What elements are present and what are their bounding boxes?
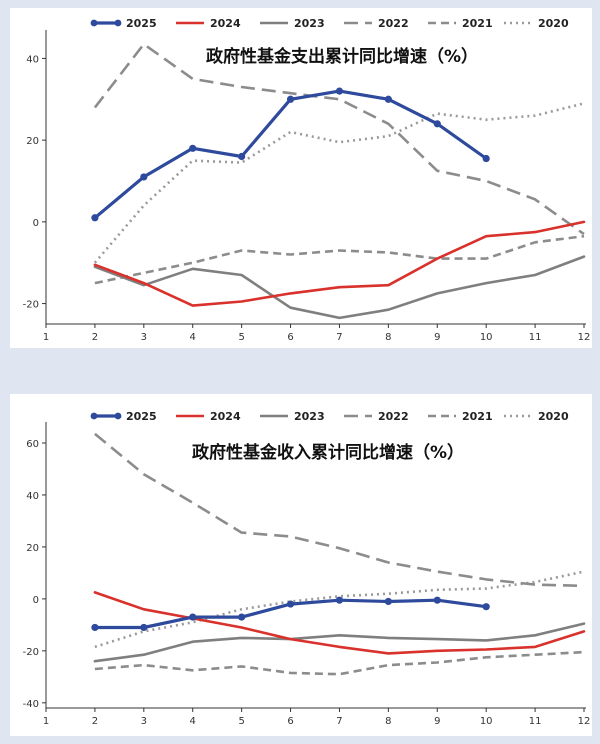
- legend-label-2025: 2025: [126, 410, 157, 423]
- data-point-2025: [286, 600, 295, 608]
- x-tick-label: 11: [529, 716, 542, 727]
- legend-label-2023: 2023: [294, 17, 325, 30]
- y-tick-label: 0: [33, 218, 39, 229]
- chart-panel-revenue: -40 -20 0 20 40 60 1 2 3 4 5 6 7 8 9 10 11 12 2025 2024 2023…: [10, 394, 592, 736]
- y-tick-label: 60: [26, 439, 39, 450]
- y-tick-label: 40: [26, 54, 39, 65]
- data-point-2025: [433, 596, 441, 604]
- x-tick-label: 6: [287, 716, 293, 727]
- legend-marker-2025: [90, 19, 98, 27]
- legend-label-2024: 2024: [210, 17, 241, 30]
- x-tick-label: 7: [336, 332, 342, 343]
- data-point-2025: [335, 87, 344, 95]
- legend-label-2021: 2021: [462, 410, 493, 423]
- x-tick-label: 6: [287, 332, 293, 343]
- legend-marker-2025: [114, 412, 122, 420]
- data-point-2025: [189, 144, 197, 152]
- legend-label-2020: 2020: [538, 17, 569, 30]
- data-point-2025: [189, 613, 197, 621]
- x-tick-label: 8: [385, 716, 391, 727]
- x-tick-label: 7: [336, 716, 342, 727]
- x-tick-label: 1: [43, 716, 49, 727]
- legend-label-2020: 2020: [538, 410, 569, 423]
- chart-panel-expenditure: -20 0 20 40 1 2 3 4 5 6 7 8 9 10 11 12 2025 2024 2023 2022 2…: [10, 8, 592, 348]
- data-point-2025: [335, 596, 344, 604]
- y-tick-label: 20: [26, 543, 39, 554]
- series-line-2025: [93, 89, 488, 220]
- y-tick-label: 20: [26, 136, 39, 147]
- data-point-2025: [384, 597, 392, 606]
- legend-marker-2025: [90, 412, 98, 420]
- legend-marker-2025: [114, 19, 122, 27]
- data-point-2025: [238, 152, 246, 161]
- data-point-2025: [91, 623, 99, 632]
- series-line-2020: [93, 102, 585, 264]
- legend-label-2022: 2022: [378, 17, 409, 30]
- series-line-2022: [93, 42, 585, 236]
- x-tick-label: 12: [578, 332, 591, 343]
- series-line-2020: [94, 570, 585, 649]
- legend-label-2025: 2025: [126, 17, 157, 30]
- series-line-2022: [94, 432, 585, 588]
- data-point-2025: [433, 120, 441, 128]
- x-tick-label: 8: [385, 332, 391, 343]
- x-tick-label: 12: [578, 716, 591, 727]
- data-point-2025: [238, 613, 246, 621]
- data-point-2025: [91, 214, 99, 222]
- y-tick-label: -20: [23, 647, 39, 658]
- x-tick-label: 1: [43, 332, 49, 343]
- x-tick-label: 3: [141, 332, 147, 343]
- x-tick-label: 5: [238, 332, 244, 343]
- legend-label-2022: 2022: [378, 410, 409, 423]
- x-tick-label: 5: [238, 716, 244, 727]
- x-tick-label: 9: [434, 332, 440, 343]
- data-point-2025: [286, 95, 295, 103]
- x-tick-label: 10: [480, 332, 493, 343]
- y-tick-label: 0: [33, 595, 39, 606]
- x-tick-label: 9: [434, 716, 440, 727]
- y-tick-label: -20: [23, 300, 39, 311]
- chart-title: 政府性基金支出累计同比增速（%）: [206, 46, 478, 67]
- series-line-2021: [94, 650, 585, 676]
- x-tick-label: 10: [480, 716, 493, 727]
- y-tick-label: -40: [23, 699, 39, 710]
- x-tick-label: 2: [92, 716, 98, 727]
- legend-label-2021: 2021: [462, 17, 493, 30]
- series-line-2024: [93, 220, 586, 307]
- x-tick-label: 4: [190, 716, 196, 727]
- data-point-2025: [482, 603, 490, 611]
- series-line-2021: [94, 234, 585, 285]
- legend-label-2024: 2024: [210, 410, 241, 423]
- series-line-2024: [93, 591, 586, 655]
- data-point-2025: [384, 95, 392, 103]
- data-point-2025: [140, 173, 148, 181]
- data-point-2025: [140, 623, 148, 632]
- legend-label-2023: 2023: [294, 410, 325, 423]
- y-tick-label: 40: [26, 491, 39, 502]
- x-tick-label: 11: [529, 332, 542, 343]
- x-tick-label: 4: [190, 332, 196, 343]
- series-line-2023: [93, 255, 586, 320]
- data-point-2025: [482, 154, 490, 163]
- series-line-2023: [93, 622, 586, 663]
- x-tick-label: 3: [141, 716, 147, 727]
- x-tick-label: 2: [92, 332, 98, 343]
- chart-title: 政府性基金收入累计同比增速（%）: [192, 442, 464, 463]
